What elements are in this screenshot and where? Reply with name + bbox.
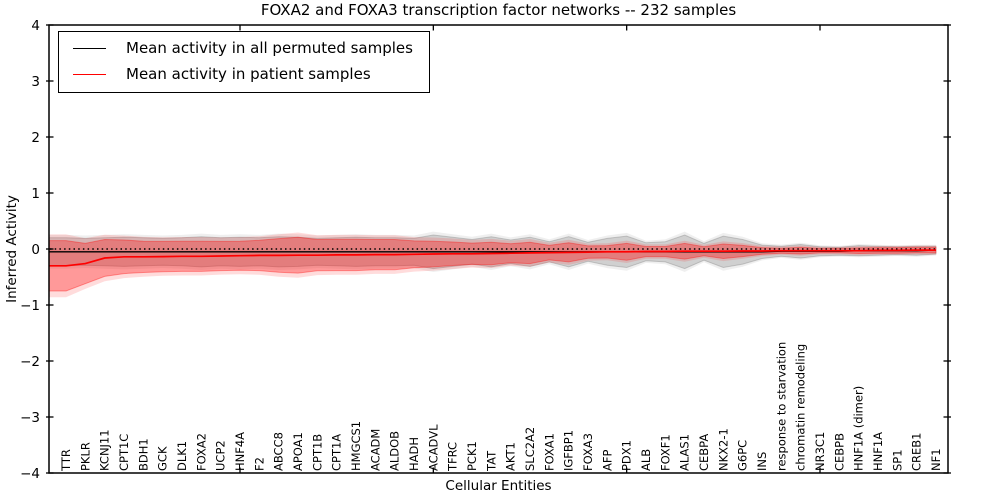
x-tick-label-36: INS — [755, 452, 769, 471]
x-tick-label-8: UCP2 — [214, 440, 228, 471]
x-tick-label-7: FOXA2 — [194, 433, 208, 471]
y-tick-label: −4 — [20, 466, 40, 482]
x-tick-label-2: KCNJ11 — [98, 429, 112, 471]
x-tick-label-25: FOXA1 — [542, 433, 556, 471]
chart-title: FOXA2 and FOXA3 transcription factor net… — [260, 1, 737, 19]
x-tick-label-0: TTR — [59, 449, 73, 472]
patient-band-outer — [49, 232, 936, 298]
x-tick-label-18: HADH — [407, 437, 421, 471]
y-tick-label: −1 — [20, 298, 40, 314]
y-axis-label: Inferred Activity — [4, 195, 20, 303]
x-tick-label-5: GCK — [156, 446, 170, 471]
x-tick-label-37: response to starvation — [774, 342, 788, 471]
x-tick-label-3: CPT1C — [117, 434, 131, 471]
x-tick-label-28: AFP — [600, 450, 614, 471]
legend-label-permuted: Mean activity in all permuted samples — [126, 39, 413, 57]
x-tick-label-9: HNF4A — [233, 432, 247, 471]
x-tick-label-26: IGFBP1 — [562, 430, 576, 471]
legend-label-patient: Mean activity in patient samples — [126, 65, 371, 83]
x-tick-label-20: TFRC — [446, 442, 460, 472]
x-tick-label-19: ACADVL — [426, 424, 440, 471]
x-tick-label-21: PCK1 — [465, 441, 479, 471]
x-tick-label-13: CPT1B — [310, 434, 324, 471]
x-tick-label-16: ACADM — [368, 429, 382, 471]
y-tick-label: 0 — [31, 242, 40, 258]
x-tick-label-40: CEBPB — [832, 433, 846, 471]
patient-line-swatch — [73, 73, 106, 75]
x-tick-label-39: NR3C1 — [813, 432, 827, 471]
x-tick-label-27: FOXA3 — [581, 433, 595, 471]
x-tick-label-17: ALDOB — [388, 431, 402, 471]
x-tick-label-1: PKLR — [78, 442, 92, 471]
x-axis-label: Cellular Entities — [445, 478, 552, 494]
x-tick-label-31: FOXF1 — [658, 434, 672, 471]
x-tick-label-23: AKT1 — [504, 442, 518, 471]
legend-item-patient: Mean activity in patient samples — [73, 65, 413, 83]
x-tick-label-10: F2 — [252, 457, 266, 471]
x-tick-label-6: DLK1 — [175, 441, 189, 471]
x-tick-label-42: HNF1A — [871, 432, 885, 471]
x-tick-label-38: chromatin remodeling — [794, 344, 808, 471]
x-tick-label-12: APOA1 — [291, 432, 305, 471]
x-tick-label-14: CPT1A — [330, 434, 344, 471]
y-tick-label: 3 — [31, 74, 40, 90]
y-tick-label: 1 — [31, 186, 40, 202]
x-tick-label-45: NF1 — [929, 448, 943, 471]
x-tick-label-33: CEBPA — [697, 434, 711, 471]
x-tick-label-41: HNF1A (dimer) — [852, 386, 866, 471]
x-tick-label-32: ALAS1 — [678, 434, 692, 471]
x-tick-label-29: PDX1 — [620, 440, 634, 471]
x-tick-label-30: ALB — [639, 449, 653, 471]
x-tick-label-15: HMGCS1 — [349, 421, 363, 471]
patient-mean-line — [49, 249, 936, 267]
x-tick-label-44: CREB1 — [910, 433, 924, 472]
y-tick-label: 2 — [31, 130, 40, 146]
x-tick-label-11: ABCC8 — [272, 432, 286, 471]
x-tick-label-4: BDH1 — [136, 438, 150, 471]
x-tick-label-24: SLC2A2 — [523, 427, 537, 471]
permuted-line-swatch — [73, 47, 106, 49]
y-tick-label: −2 — [20, 354, 40, 370]
x-tick-label-34: NKX2-1 — [716, 428, 730, 471]
y-tick-label: −3 — [20, 410, 40, 426]
legend: Mean activity in all permuted samples Me… — [58, 31, 430, 93]
y-tick-label: 4 — [31, 18, 40, 34]
x-tick-label-43: SP1 — [890, 449, 904, 471]
legend-item-permuted: Mean activity in all permuted samples — [73, 39, 413, 57]
x-tick-label-35: G6PC — [736, 440, 750, 471]
x-tick-label-22: TAT — [484, 450, 498, 472]
